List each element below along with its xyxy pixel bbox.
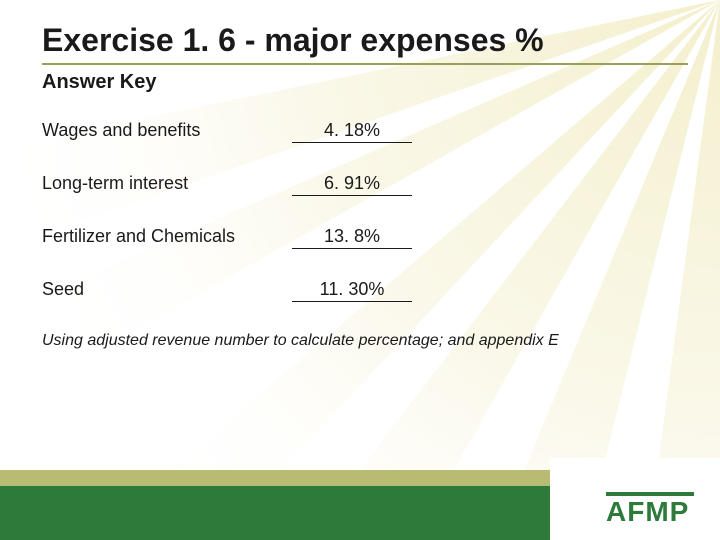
expense-row: Fertilizer and Chemicals 13. 8% — [42, 226, 688, 249]
expense-label: Long-term interest — [42, 173, 292, 194]
expense-row: Long-term interest 6. 91% — [42, 173, 688, 196]
expense-label: Seed — [42, 279, 292, 300]
page-title: Exercise 1. 6 - major expenses % — [42, 22, 688, 59]
expense-row: Seed 11. 30% — [42, 279, 688, 302]
expense-label: Fertilizer and Chemicals — [42, 226, 292, 247]
expense-value: 4. 18% — [292, 120, 412, 143]
expense-value: 13. 8% — [292, 226, 412, 249]
logo: AFMP — [606, 492, 694, 526]
footer: AFMP — [0, 458, 720, 540]
logo-text: AFMP — [606, 498, 694, 526]
expense-list: Wages and benefits 4. 18% Long-term inte… — [42, 120, 688, 302]
expense-row: Wages and benefits 4. 18% — [42, 120, 688, 143]
expense-value: 6. 91% — [292, 173, 412, 196]
title-underline — [42, 63, 688, 65]
expense-value: 11. 30% — [292, 279, 412, 302]
expense-label: Wages and benefits — [42, 120, 292, 141]
slide-content: Exercise 1. 6 - major expenses % Answer … — [0, 0, 720, 350]
footnote: Using adjusted revenue number to calcula… — [42, 332, 688, 350]
subtitle: Answer Key — [42, 71, 688, 94]
